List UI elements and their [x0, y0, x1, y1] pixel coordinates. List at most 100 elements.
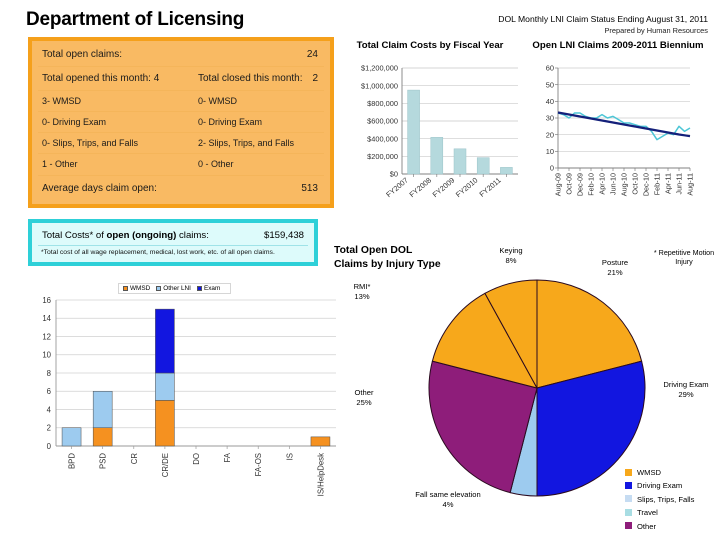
legend-swatch [123, 285, 128, 291]
pie-slice-other [428, 360, 538, 494]
x-tick-label: Aug-10 [620, 173, 629, 196]
svg-text:$1,200,000: $1,200,000 [361, 64, 398, 73]
total-costs-footnote: *Total cost of all wage replacement, med… [41, 249, 275, 256]
svg-text:10: 10 [546, 147, 554, 156]
svg-text:$800,000: $800,000 [367, 99, 398, 108]
legend-swatch [625, 495, 632, 503]
pie-label-posture: Posture 21% [580, 258, 650, 278]
x-tick-label: Dec-09 [576, 173, 585, 196]
pie-label-name: RMI* [353, 282, 371, 291]
stack-CR-DE-wmsd [155, 400, 175, 447]
pie-label-name: Keying [499, 246, 523, 255]
svg-text:$0: $0 [390, 170, 398, 179]
pie-label-fall-same-elevation: Fall same elevation 4% [408, 490, 488, 510]
svg-text:14: 14 [42, 314, 51, 323]
rmi-footnote: * Repetitive Motion Injury [653, 248, 715, 267]
total-closed-this-month-label: Total closed this month: [198, 73, 303, 84]
pie-slice-rmi- [431, 292, 538, 389]
chart-open-dol-claims-by-injury-type: Total Open DOL Claims by Injury Type * R… [330, 240, 720, 540]
divider [38, 66, 324, 67]
divider [38, 175, 324, 176]
x-tick-label: Feb-11 [653, 173, 662, 195]
x-tick-label: PSD [99, 453, 108, 469]
bar-FY2010 [476, 157, 490, 175]
average-days-claim-open-label: Average days claim open: [42, 183, 157, 194]
pie-label-value: 4% [442, 499, 454, 509]
x-tick-label: Apr-11 [664, 173, 673, 194]
x-tick-label: FY2010 [454, 176, 480, 200]
svg-text:40: 40 [546, 97, 554, 106]
pie-label-driving-exam: Driving Exam 29% [648, 380, 720, 400]
pie-label-rmi-: RMI* 13% [336, 282, 388, 302]
x-tick-label: Oct-09 [565, 173, 574, 195]
series-trendline [557, 111, 691, 138]
legend-item-wmsd: WMSD [625, 466, 694, 479]
stack-PSD-wmsd [92, 427, 113, 447]
svg-text:10: 10 [42, 351, 51, 360]
x-tick-label: CR [130, 453, 139, 465]
stacked-bar-canvas: 0 2 4 6 8 10 12 14 16 BPD PSD CR CR/DE DO FA FA-OS IS IS/… [42, 296, 336, 496]
legend-item-other: Other [625, 520, 694, 533]
pie-chart-title: Total Open DOL Claims by Injury Type [334, 245, 441, 270]
pie-label-value: 25% [356, 397, 372, 407]
total-opened-this-month-label: Total opened this month: 4 [42, 73, 160, 84]
bar-FY2009 [453, 148, 467, 175]
svg-text:$200,000: $200,000 [367, 152, 398, 161]
legend-swatch [196, 285, 202, 291]
total-costs-label: Total Costs* of open (ongoing) claims: [42, 230, 209, 241]
total-costs-prefix: Total Costs [42, 230, 90, 241]
x-tick-label: Aug-09 [554, 173, 563, 196]
x-tick-label: FY2011 [477, 176, 502, 199]
pie-label-value: 8% [505, 255, 517, 265]
x-tick-label: Dec-10 [642, 173, 651, 196]
divider [38, 111, 324, 112]
x-tick-label: Jun-11 [675, 173, 684, 194]
pie-label-value: 21% [607, 267, 623, 277]
legend-label: Exam [203, 285, 221, 292]
total-open-claims-value: 24 [306, 49, 318, 60]
bar-FY2008 [430, 137, 444, 175]
legend-item-wmsd: WMSD [123, 285, 150, 292]
total-costs-of: of [93, 230, 107, 241]
x-tick-label: Aug-11 [686, 173, 695, 196]
legend-label: WMSD [130, 285, 151, 292]
legend-label: Other LNI [163, 285, 191, 292]
opened-breakdown-other: 1 - Other [42, 159, 78, 169]
svg-text:$400,000: $400,000 [367, 134, 398, 143]
pie-slice-driving-exam [536, 360, 646, 497]
legend-item-slips-trips-falls: Slips, Trips, Falls [625, 493, 694, 506]
stack-IS-HelpDesk-wmsd [310, 436, 331, 447]
x-tick-label: FY2008 [407, 176, 433, 200]
page-title: Department of Licensing [26, 9, 245, 30]
pie-slice-posture [536, 279, 643, 389]
closed-breakdown-slips: 2- Slips, Trips, and Falls [198, 138, 295, 148]
x-tick-label: FA-OS [254, 453, 263, 476]
x-tick-label: FY2009 [431, 176, 457, 200]
divider [38, 132, 324, 133]
summary-panel: Total open claims: 24 Total opened this … [28, 37, 334, 208]
svg-text:30: 30 [546, 114, 554, 123]
legend-label: WMSD [637, 468, 662, 477]
pie-slice-keying [484, 279, 538, 389]
legend-label: Other [637, 521, 656, 531]
svg-text:60: 60 [546, 64, 554, 73]
bar-FY2011 [500, 167, 513, 175]
divider [38, 153, 324, 154]
pie-label-value: 13% [354, 291, 370, 301]
pie-label-name: Driving Exam [663, 380, 709, 389]
total-costs-star: * [89, 230, 94, 241]
chart-open-lni-claims-biennium: Open LNI Claims 2009-2011 Biennium 0 10 20… [522, 40, 718, 228]
svg-text:4: 4 [47, 405, 52, 414]
svg-text:12: 12 [42, 332, 51, 341]
bar-FY2007 [407, 89, 420, 175]
svg-text:0: 0 [47, 442, 52, 451]
closed-breakdown-wmsd: 0- WMSD [198, 96, 237, 106]
opened-breakdown-driving-exam: 0- Driving Exam [42, 117, 107, 127]
total-costs-panel: Total Costs* of open (ongoing) claims: $… [28, 219, 318, 266]
stack-BPD-other-lni [61, 427, 82, 447]
total-costs-value: $159,438 [263, 230, 304, 241]
stack-PSD-other-lni [92, 391, 113, 428]
chart-claims-by-division: 0 2 4 6 8 10 12 14 16 BPD PSD CR CR/DE DO FA FA-OS IS IS/… [18, 280, 348, 536]
total-costs-bold: open (ongoing) [106, 230, 177, 241]
